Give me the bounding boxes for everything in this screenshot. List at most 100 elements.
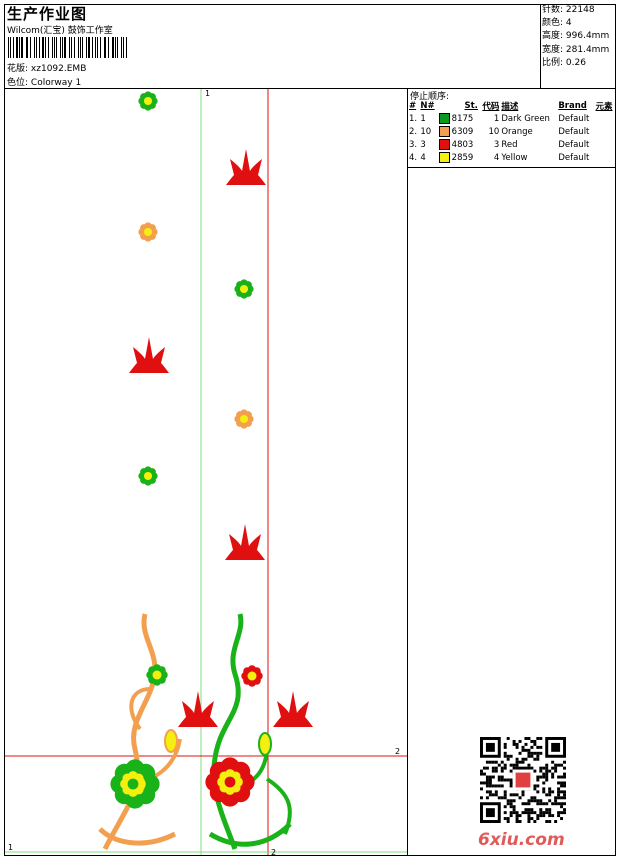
qr-module [518, 820, 522, 823]
qr-module [539, 751, 543, 755]
qr-module [563, 793, 566, 797]
qr-module [560, 811, 564, 815]
row-brand: Default [558, 126, 590, 137]
qr-module [536, 784, 540, 788]
qr-module [557, 775, 561, 779]
qr-module [512, 793, 516, 797]
qr-module [500, 775, 504, 779]
qr-module [482, 772, 486, 776]
qr-module [551, 742, 561, 752]
qr-module [557, 796, 561, 800]
qr-module [527, 737, 531, 740]
qr-module [497, 784, 501, 788]
qr-module [539, 808, 543, 812]
row-needle: 10 [420, 126, 432, 137]
qr-module [509, 802, 513, 806]
qr-module [509, 814, 513, 818]
canvas-divider [407, 88, 408, 856]
qr-module [491, 766, 495, 770]
qr-module [521, 745, 525, 749]
qr-module [527, 754, 531, 758]
green-vine-branch [208, 822, 292, 847]
qr-module [527, 748, 531, 752]
qr-module [509, 793, 513, 797]
yellow-bud [258, 732, 272, 756]
qr-module [557, 802, 561, 806]
stat-height: 高度: 996.4mm [542, 31, 610, 42]
row-element [595, 151, 616, 164]
qr-module [521, 757, 525, 761]
qr-module [494, 784, 498, 788]
qr-module [527, 802, 531, 806]
qr-module [503, 817, 507, 821]
row-description: Yellow [501, 152, 528, 163]
qr-module [563, 784, 566, 788]
qr-module [560, 817, 564, 821]
qr-module [515, 814, 519, 818]
qr-module [551, 760, 555, 764]
qr-module [551, 772, 555, 776]
qr-module [515, 766, 519, 770]
qr-module [485, 766, 489, 770]
qr-module [542, 772, 546, 776]
qr-module [560, 805, 564, 809]
qr-module [539, 811, 543, 815]
sheet-frame [4, 4, 616, 856]
qr-module [539, 775, 543, 779]
qr-module [530, 796, 534, 800]
qr-module [485, 778, 489, 782]
qr-module [545, 820, 549, 823]
qr-module [548, 814, 552, 818]
row-element [595, 138, 616, 151]
qr-module [548, 793, 552, 797]
qr-module [536, 757, 540, 761]
qr-module [542, 787, 546, 791]
small-green-flower [234, 279, 254, 299]
row-index: 3. [409, 139, 418, 150]
qr-module [512, 811, 516, 815]
row-code: 10 [488, 126, 500, 137]
qr-module [560, 775, 564, 779]
qr-module [527, 799, 531, 803]
qr-module [551, 802, 555, 806]
qr-module [533, 799, 537, 803]
qr-module [515, 820, 519, 823]
qr-module [494, 760, 498, 764]
qr-module [557, 811, 561, 815]
qr-module [545, 766, 549, 770]
qr-module [480, 796, 483, 800]
qr-module [509, 805, 513, 809]
qr-module [563, 766, 566, 770]
qr-module [485, 775, 489, 779]
qr-module [545, 808, 549, 812]
qr-module [533, 751, 537, 755]
qr-module [542, 766, 546, 770]
col-brand: Brand [558, 101, 587, 111]
qr-module [530, 808, 534, 812]
qr-module [527, 751, 531, 755]
qr-module [557, 814, 561, 818]
qr-module [503, 778, 507, 782]
qr-module [482, 781, 486, 785]
stat-stitches: 针数: 22148 [542, 5, 595, 15]
colorway-label: 色位: [7, 78, 29, 88]
qr-module [533, 769, 537, 773]
qr-module [503, 793, 507, 797]
qr-module [545, 793, 549, 797]
qr-module [485, 808, 495, 818]
table-divider [407, 167, 616, 168]
qr-module [551, 790, 555, 794]
qr-module [509, 784, 513, 788]
qr-module [518, 796, 522, 800]
qr-module [557, 793, 561, 797]
qr-module [512, 739, 516, 743]
qr-module [524, 766, 528, 770]
design-label: 花版: [7, 64, 29, 74]
qr-module [536, 778, 540, 782]
color-table-header: # N# St. 代码 描述 Brand 元素 [408, 100, 616, 112]
qr-module [563, 772, 566, 776]
large-red-flower-center [217, 769, 243, 795]
qr-module [491, 793, 495, 797]
row-index: 2. [409, 126, 418, 137]
qr-module [560, 802, 564, 806]
